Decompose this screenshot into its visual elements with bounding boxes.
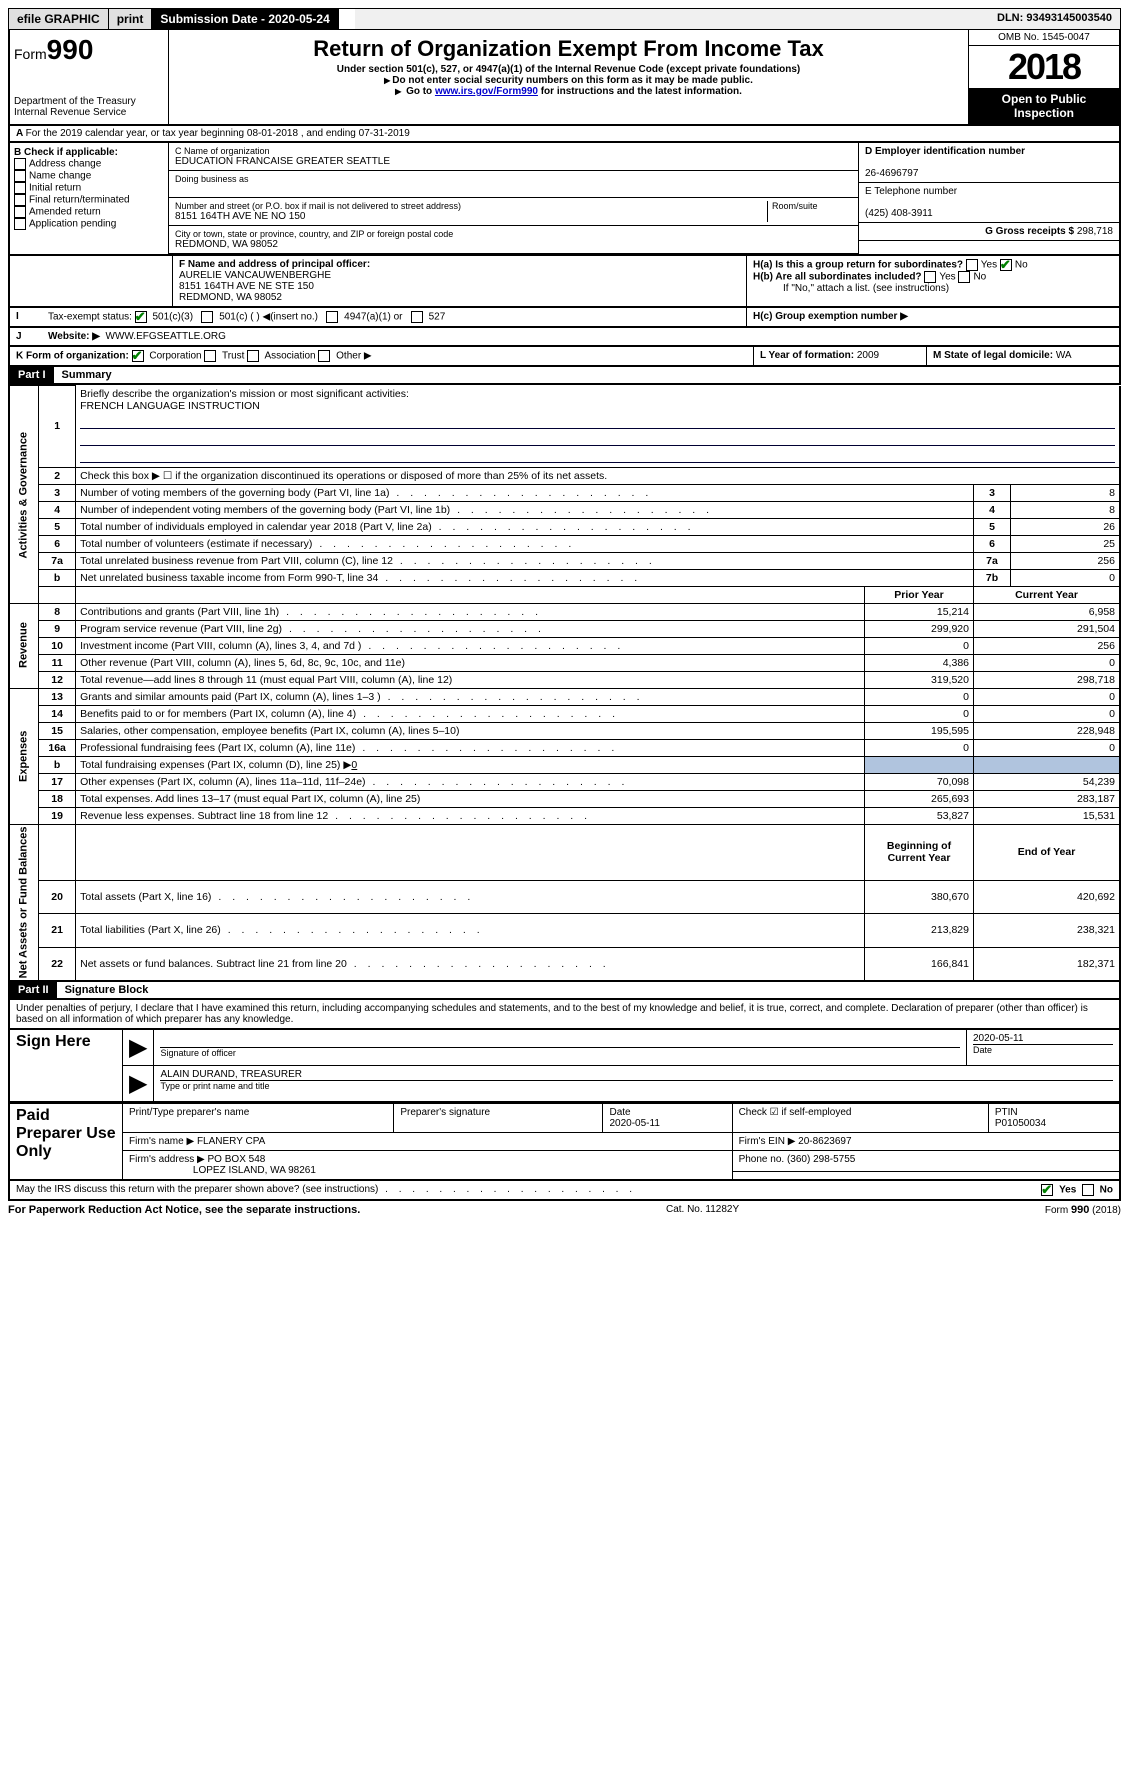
gross-receipts-label: G Gross receipts $ <box>985 226 1074 237</box>
dept-irs: Internal Revenue Service <box>14 107 164 118</box>
vlabel-expenses: Expenses <box>9 688 39 824</box>
signature-table: Sign Here ▶ Signature of officer 2020-05… <box>8 1028 1121 1103</box>
irs-link[interactable]: www.irs.gov/Form990 <box>435 86 538 97</box>
subtitle-section: Under section 501(c), 527, or 4947(a)(1)… <box>173 64 964 75</box>
paid-preparer-label: Paid Preparer Use Only <box>9 1104 123 1181</box>
submission-date: Submission Date - 2020-05-24 <box>152 9 338 29</box>
footer-formref: Form 990 (2018) <box>1045 1204 1121 1216</box>
officer-addr2: REDMOND, WA 98052 <box>179 292 282 303</box>
sig-date: 2020-05-11 <box>973 1033 1113 1044</box>
ein-value: 26-4696797 <box>865 168 918 179</box>
street-address: 8151 164TH AVE NE NO 150 <box>175 211 767 222</box>
ein-label: D Employer identification number <box>865 146 1025 157</box>
sign-here-label: Sign Here <box>9 1029 123 1102</box>
form-number: Form990 <box>14 34 164 66</box>
part2-header: Part IISignature Block <box>8 982 1121 1000</box>
form-title: Return of Organization Exempt From Incom… <box>173 36 964 62</box>
box-b-checklist: B Check if applicable: Address change Na… <box>10 143 169 254</box>
mission-label: Briefly describe the organization's miss… <box>80 388 409 400</box>
dln-label: DLN: 93493145003540 <box>989 9 1120 29</box>
vlabel-netassets: Net Assets or Fund Balances <box>9 824 39 981</box>
tax-exempt-row: I Tax-exempt status: 501(c)(3) 501(c) ( … <box>8 308 1121 328</box>
footer-paperwork: For Paperwork Reduction Act Notice, see … <box>8 1204 360 1216</box>
hc-label: H(c) Group exemption number ▶ <box>753 311 908 322</box>
phone-value: (425) 408-3911 <box>865 208 933 219</box>
name-title-label: Type or print name and title <box>160 1080 1113 1091</box>
city-label: City or town, state or province, country… <box>175 229 852 239</box>
perjury-statement: Under penalties of perjury, I declare th… <box>8 1000 1121 1028</box>
phone-label: E Telephone number <box>865 186 957 197</box>
dba-label: Doing business as <box>175 174 852 184</box>
gross-receipts-value: 298,718 <box>1077 226 1113 237</box>
open-public-badge: Open to Public Inspection <box>969 88 1119 124</box>
subtitle-goto: Go to www.irs.gov/Form990 for instructio… <box>173 86 964 97</box>
website-row: J Website: ▶ WWW.EFGSEATTLE.ORG <box>8 328 1121 347</box>
org-name: EDUCATION FRANCAISE GREATER SEATTLE <box>175 156 852 167</box>
form-header: Form990 Department of the Treasury Inter… <box>8 30 1121 126</box>
ha-label: H(a) Is this a group return for subordin… <box>753 260 963 271</box>
omb-number: OMB No. 1545-0047 <box>969 30 1119 46</box>
hb-note: If "No," attach a list. (see instruction… <box>753 283 1113 294</box>
top-toolbar: efile GRAPHIC print Submission Date - 20… <box>8 8 1121 30</box>
klm-row: K Form of organization: Corporation Trus… <box>8 347 1121 367</box>
officer-label: F Name and address of principal officer: <box>179 259 370 270</box>
footer-catno: Cat. No. 11282Y <box>666 1204 739 1216</box>
box-d-right-column: D Employer identification number 26-4696… <box>858 143 1119 254</box>
sig-date-label: Date <box>973 1044 1113 1055</box>
discuss-row: May the IRS discuss this return with the… <box>8 1181 1121 1201</box>
hb-label: H(b) Are all subordinates included? <box>753 272 922 283</box>
paid-preparer-table: Paid Preparer Use Only Print/Type prepar… <box>8 1103 1121 1181</box>
officer-name: AURELIE VANCAUWENBERGHE <box>179 270 331 281</box>
page-footer: For Paperwork Reduction Act Notice, see … <box>8 1201 1121 1219</box>
print-button[interactable]: print <box>109 9 153 29</box>
subtitle-privacy: Do not enter social security numbers on … <box>173 75 964 86</box>
line-a-tax-year: A For the 2019 calendar year, or tax yea… <box>8 126 1121 143</box>
city-state-zip: REDMOND, WA 98052 <box>175 239 852 250</box>
room-suite-label: Room/suite <box>767 201 852 222</box>
sig-officer-label: Signature of officer <box>160 1048 960 1058</box>
officer-addr1: 8151 164TH AVE NE STE 150 <box>179 281 314 292</box>
part1-header: Part ISummary <box>8 367 1121 385</box>
addr-label: Number and street (or P.O. box if mail i… <box>175 201 767 211</box>
efile-graphic-button[interactable]: efile GRAPHIC <box>9 9 109 29</box>
spacer <box>339 9 355 29</box>
tax-year: 2018 <box>969 46 1119 88</box>
officer-printed-name: ALAIN DURAND, TREASURER <box>160 1069 1113 1080</box>
mission-text: FRENCH LANGUAGE INSTRUCTION <box>80 400 260 412</box>
entity-info-block: B Check if applicable: Address change Na… <box>8 143 1121 256</box>
dept-treasury: Department of the Treasury <box>14 96 164 107</box>
summary-table: Activities & Governance 1 Briefly descri… <box>8 385 1121 982</box>
org-name-label: C Name of organization <box>175 146 852 156</box>
vlabel-revenue: Revenue <box>9 603 39 688</box>
website-value: WWW.EFGSEATTLE.ORG <box>106 331 226 342</box>
vlabel-activities: Activities & Governance <box>9 386 39 604</box>
officer-group-block: F Name and address of principal officer:… <box>8 256 1121 308</box>
box-c-org-info: C Name of organization EDUCATION FRANCAI… <box>169 143 858 254</box>
